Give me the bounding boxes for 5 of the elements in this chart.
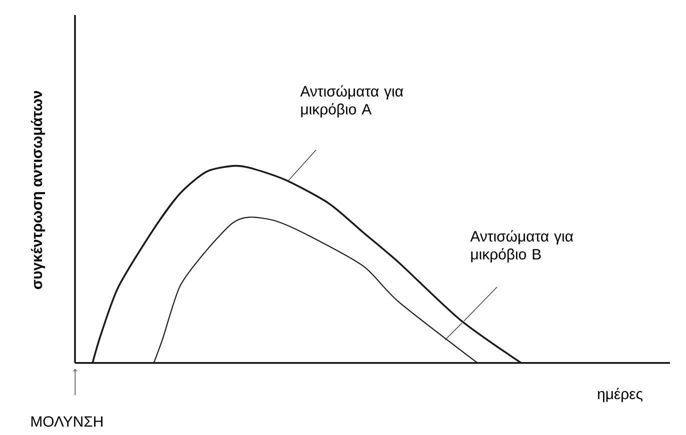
y-axis-title: συγκέντρωση αντισωμάτων <box>30 90 46 290</box>
text: Αντισώματα για μικρόβιο A <box>300 85 404 118</box>
text: ΜΟΛΥΝΣΗ <box>31 416 102 427</box>
annotation: Αντισώματα για μικρόβιο B <box>470 230 574 262</box>
x-axis-title: ημέρες <box>598 388 643 402</box>
